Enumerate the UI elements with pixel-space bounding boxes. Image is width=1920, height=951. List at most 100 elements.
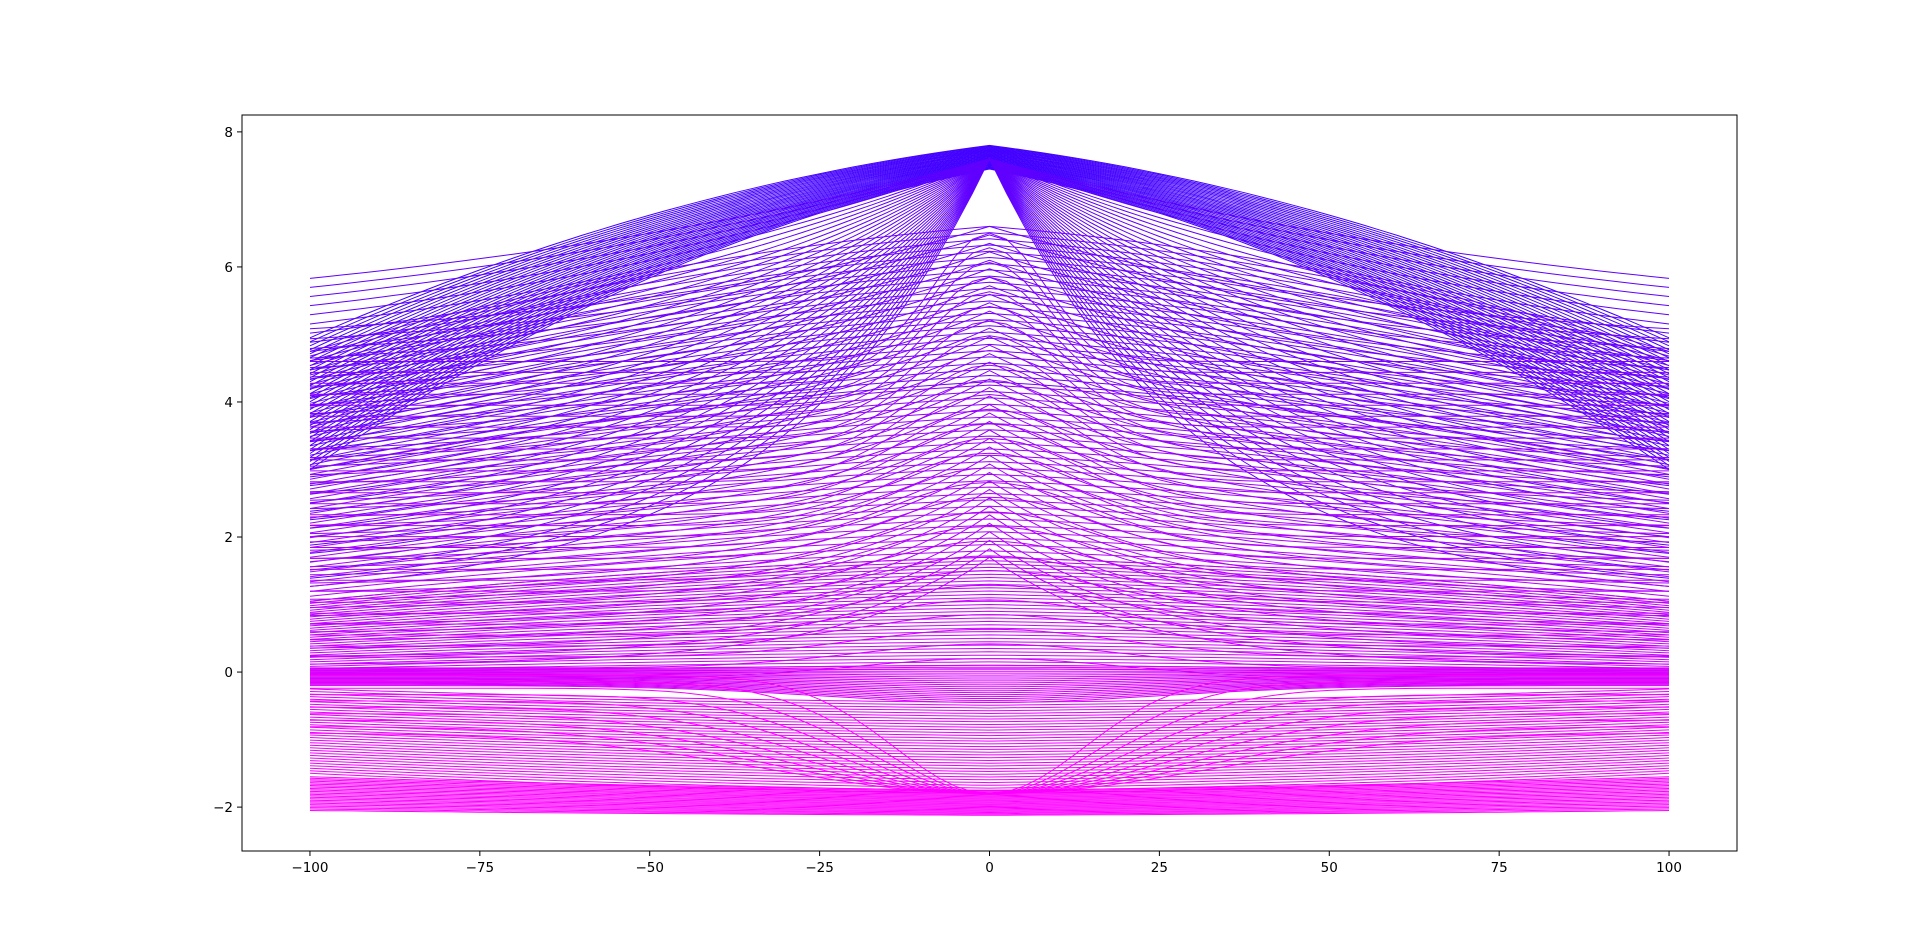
series-line-305 bbox=[309, 795, 1670, 805]
series-line-308 bbox=[309, 799, 1670, 809]
series-line-214 bbox=[309, 624, 1670, 647]
series-line-299 bbox=[309, 786, 1670, 799]
series-line-118 bbox=[309, 412, 1670, 526]
series-line-297 bbox=[309, 783, 1670, 797]
series-line-183 bbox=[310, 511, 1669, 570]
series-line-66 bbox=[309, 157, 1670, 563]
series-line-116 bbox=[309, 395, 1670, 510]
series-line-267 bbox=[309, 737, 1670, 756]
series-line-302 bbox=[309, 790, 1670, 802]
series-line-216 bbox=[309, 631, 1670, 652]
series-line-89 bbox=[309, 343, 1670, 442]
series-line-221 bbox=[309, 647, 1670, 663]
series-line-203 bbox=[309, 587, 1670, 622]
series-line-238 bbox=[310, 677, 1669, 686]
series-line-166 bbox=[310, 261, 1669, 384]
series-line-173 bbox=[310, 364, 1669, 461]
series-line-195 bbox=[309, 560, 1670, 604]
series-line-224 bbox=[309, 658, 1670, 670]
series-line-202 bbox=[309, 583, 1670, 620]
series-line-67 bbox=[309, 157, 1670, 571]
series-line-309 bbox=[309, 801, 1670, 810]
series-line-54 bbox=[309, 158, 1670, 460]
series-line-172 bbox=[310, 349, 1669, 450]
series-line-124 bbox=[309, 463, 1670, 576]
series-line-188 bbox=[310, 584, 1669, 625]
y-tick-label: 2 bbox=[224, 530, 233, 546]
x-tick-label: 25 bbox=[1151, 860, 1168, 876]
x-tick-label: −75 bbox=[466, 860, 495, 876]
series-line-273 bbox=[309, 752, 1670, 773]
series-line-1 bbox=[309, 145, 1670, 343]
series-line-243 bbox=[310, 681, 1669, 696]
series-line-60 bbox=[309, 158, 1670, 512]
series-line-115 bbox=[309, 387, 1670, 501]
series-line-137 bbox=[309, 390, 1670, 475]
series-line-5 bbox=[309, 148, 1670, 359]
series-line-154 bbox=[309, 499, 1670, 558]
series-line-80 bbox=[309, 287, 1670, 400]
series-line-236 bbox=[310, 675, 1669, 682]
series-line-218 bbox=[309, 637, 1670, 656]
series-line-22 bbox=[309, 160, 1670, 427]
x-tick-label: 75 bbox=[1491, 860, 1508, 876]
series-line-75 bbox=[309, 256, 1670, 376]
series-line-23 bbox=[309, 161, 1670, 431]
y-tick-label: −2 bbox=[213, 800, 233, 816]
series-line-175 bbox=[310, 393, 1669, 483]
series-line-266 bbox=[309, 734, 1670, 753]
series-line-184 bbox=[310, 525, 1669, 581]
y-tick-label: 6 bbox=[224, 260, 233, 276]
series-line-140 bbox=[309, 410, 1670, 490]
series-line-82 bbox=[309, 300, 1670, 409]
series-line-261 bbox=[309, 721, 1670, 739]
series-line-264 bbox=[309, 729, 1670, 748]
axis-ticks: −100 −75 −50 −25 0 25 50 75 100 −2 0 2 4 6 8 bbox=[213, 125, 1682, 876]
series-line-205 bbox=[309, 593, 1670, 627]
series-line-268 bbox=[309, 739, 1670, 759]
series-line-178 bbox=[310, 437, 1669, 516]
series-line-91 bbox=[309, 356, 1670, 452]
series-line-210 bbox=[309, 610, 1670, 638]
series-line-105 bbox=[309, 302, 1670, 415]
series-line-6 bbox=[309, 149, 1670, 363]
series-line-269 bbox=[309, 742, 1670, 762]
series-line-148 bbox=[309, 461, 1670, 529]
series-line-201 bbox=[309, 580, 1670, 618]
series-line-246 bbox=[310, 684, 1669, 702]
series-line-134 bbox=[309, 548, 1670, 657]
series-line-9 bbox=[309, 151, 1670, 375]
series-line-145 bbox=[309, 441, 1670, 514]
series-line-270 bbox=[309, 744, 1670, 764]
x-tick-label: 0 bbox=[985, 860, 994, 876]
series-line-197 bbox=[309, 566, 1670, 609]
series-line-271 bbox=[309, 747, 1670, 767]
series-line-93 bbox=[309, 368, 1670, 461]
series-line-125 bbox=[309, 471, 1670, 584]
series-line-222 bbox=[309, 651, 1670, 665]
series-line-223 bbox=[309, 654, 1670, 667]
series-line-15 bbox=[309, 155, 1670, 399]
series-line-10 bbox=[309, 151, 1670, 379]
series-line-263 bbox=[309, 726, 1670, 745]
series-line-251 bbox=[309, 696, 1670, 712]
series-line-196 bbox=[309, 563, 1670, 607]
series-line-98 bbox=[309, 242, 1670, 349]
series-line-171 bbox=[310, 335, 1669, 439]
y-tick-label: 4 bbox=[224, 395, 233, 411]
series-line-307 bbox=[309, 798, 1670, 808]
series-line-198 bbox=[309, 570, 1670, 611]
series-line-258 bbox=[309, 714, 1670, 731]
series-line-293 bbox=[309, 777, 1670, 792]
series-line-69 bbox=[309, 157, 1670, 587]
y-tick-label: 0 bbox=[224, 665, 233, 681]
series-line-3 bbox=[309, 146, 1670, 351]
series-line-276 bbox=[309, 760, 1670, 781]
series-line-312 bbox=[309, 805, 1670, 813]
series-line-206 bbox=[309, 597, 1670, 629]
series-line-7 bbox=[309, 149, 1670, 367]
series-line-310 bbox=[309, 802, 1670, 811]
series-line-122 bbox=[309, 446, 1670, 559]
series-line-86 bbox=[309, 325, 1670, 428]
